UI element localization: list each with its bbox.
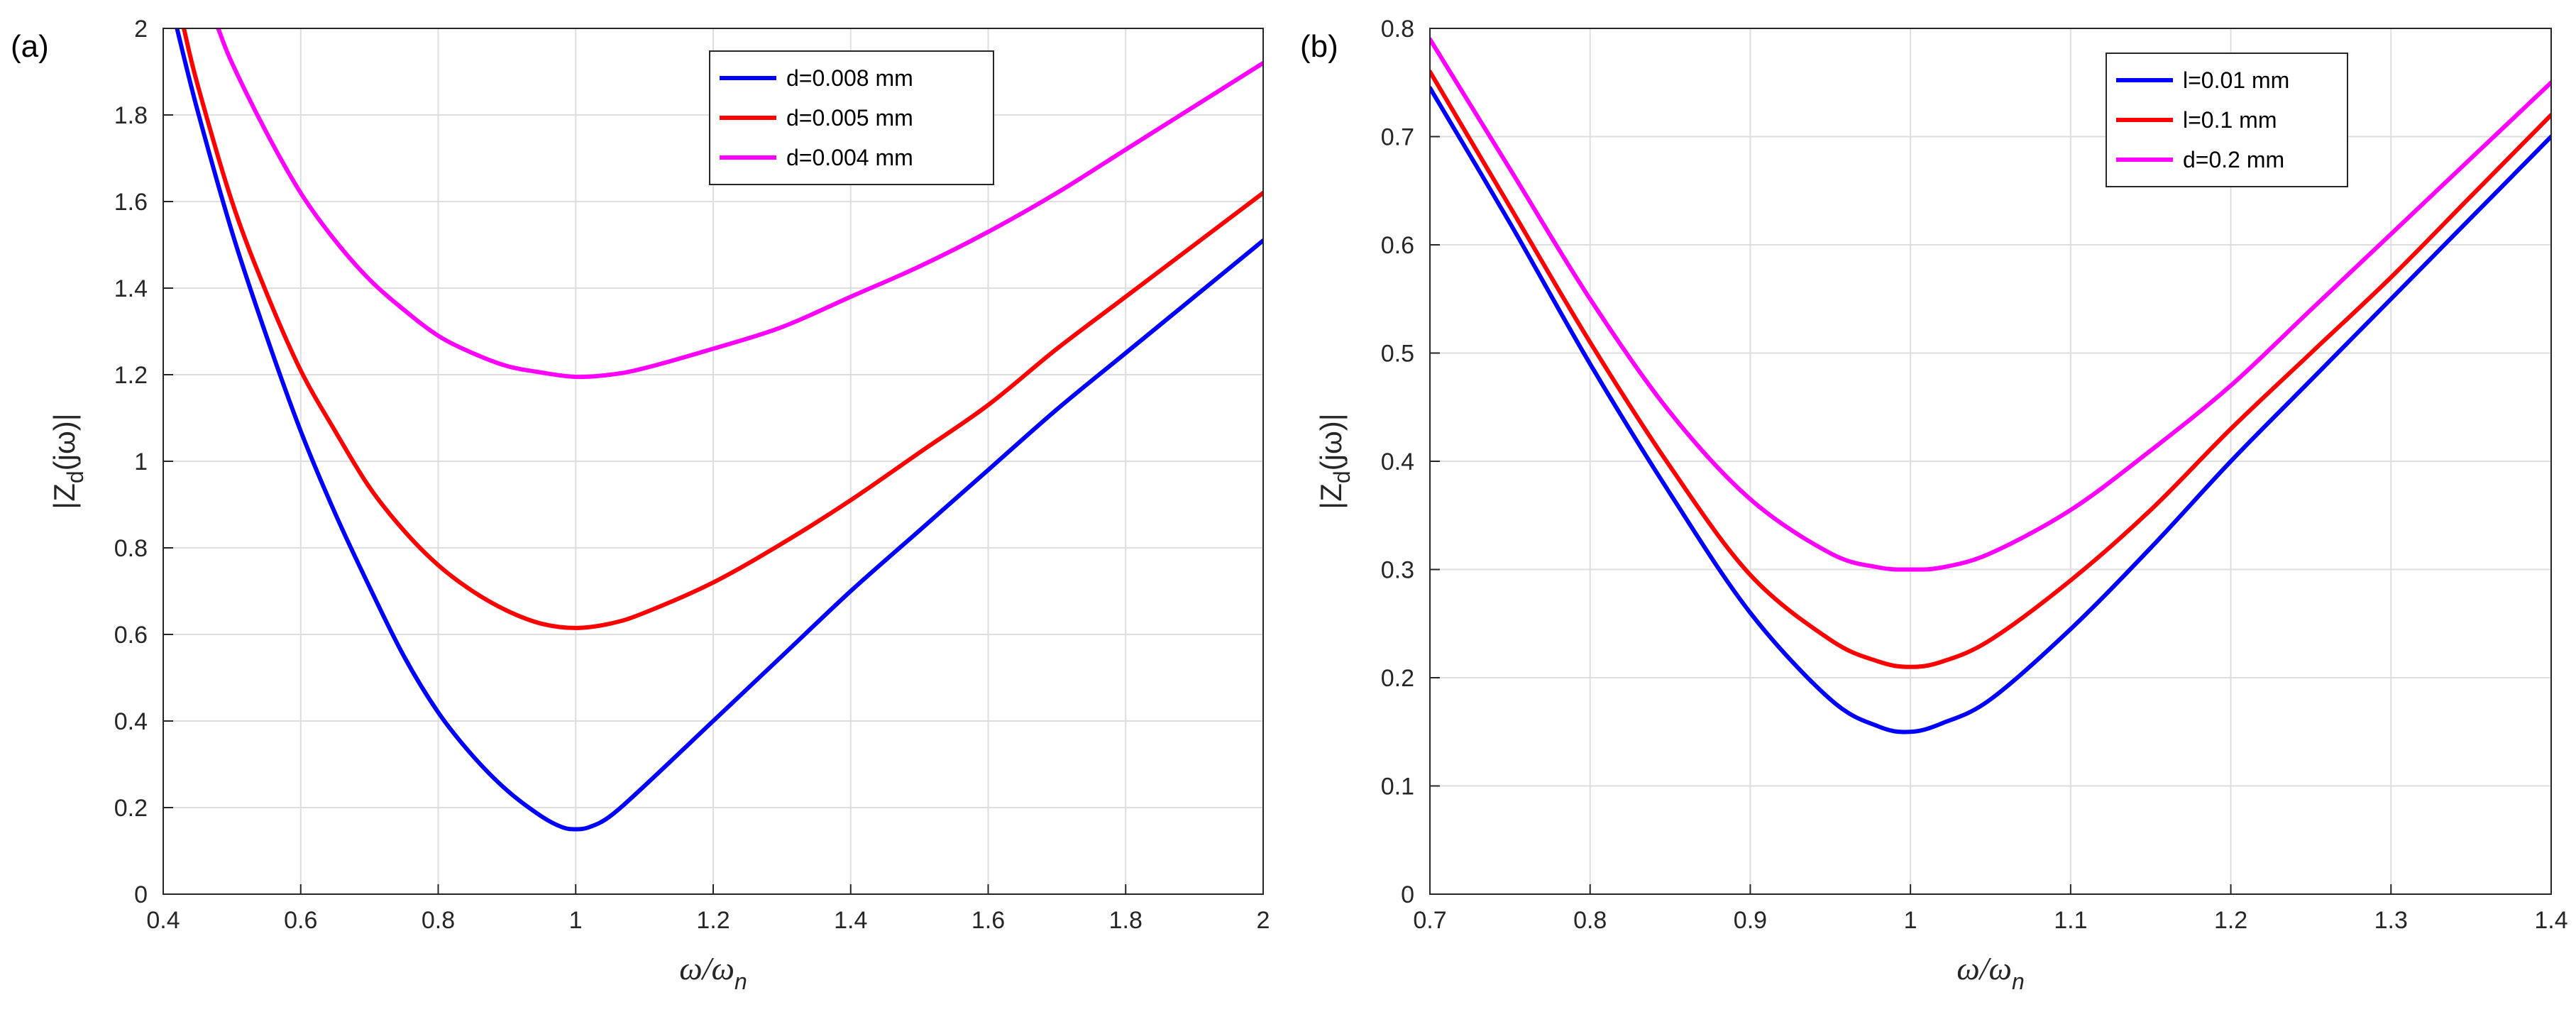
y-axis-label: |Zd(jω)| (1314, 413, 1355, 509)
legend: d=0.008 mm d=0.005 mm d=0.004 mm (709, 50, 994, 185)
y-tick-label: 0.7 (1381, 124, 1414, 151)
x-tick-label: 1 (1904, 907, 1917, 934)
series-lines (1430, 37, 2551, 734)
x-tick-label: 1.4 (834, 907, 867, 934)
series-lines (175, 28, 1263, 832)
legend-entry: d=0.005 mm (786, 105, 913, 131)
x-tick-label: 0.8 (1573, 907, 1607, 934)
y-tick-label: 0.4 (114, 708, 148, 735)
series-line (182, 28, 1263, 630)
x-axis-label: ω/ωn (679, 950, 747, 994)
panel-label: (b) (1300, 29, 1338, 64)
legend-entry: l=0.01 mm (2183, 67, 2289, 93)
chart-panel-b: 0.7 0.8 0.9 1 1.1 1.2 1.3 1.4 00.10.20.30.40.50… (1300, 16, 2568, 994)
axes-frame (1429, 28, 2552, 895)
series-line (216, 28, 1263, 380)
x-tick-label: 1.3 (2374, 907, 2408, 934)
x-tick-label: 1.2 (2214, 907, 2247, 934)
chart-panel-a: 0.4 0.6 0.8 1 1.2 1.4 1.6 1.8 2 0 0.2 0.4 0.6 0.8 1 1.… (11, 16, 1270, 994)
x-tick-label: 2 (1257, 907, 1270, 934)
legend-entry: l=0.1 mm (2183, 107, 2277, 133)
y-tick-label: 0.2 (1381, 665, 1414, 692)
x-tick-label: 1.2 (696, 907, 730, 934)
series-line (1430, 70, 2551, 669)
legend-entry: d=0.008 mm (786, 65, 913, 91)
x-tick-label: 0.7 (1413, 907, 1446, 934)
y-tick-label: 0.8 (1381, 16, 1414, 43)
y-tick-label: 1 (134, 449, 148, 475)
y-tick-label: 1.4 (114, 275, 148, 302)
y-tick-label: 0.8 (114, 535, 148, 562)
y-tick-label: 0.1 (1381, 774, 1414, 800)
y-tick-label: 2 (134, 16, 148, 43)
series-line (175, 28, 1263, 832)
legend: l=0.01 mm l=0.1 mm d=0.2 mm (2106, 53, 2348, 187)
panel-label: (a) (11, 29, 49, 64)
y-tick-label: 0.2 (114, 795, 148, 822)
x-tick-label: 1.1 (2054, 907, 2087, 934)
x-tick-label: 1 (569, 907, 583, 934)
x-tick-labels: 0.4 0.6 0.8 1 1.2 1.4 1.6 1.8 2 (146, 907, 1270, 934)
x-tick-label: 0.4 (146, 907, 180, 934)
y-tick-labels: 0 0.2 0.4 0.6 0.8 1 1.2 1.4 1.6 1.8 2 (114, 16, 148, 908)
y-tick-label: 0.5 (1381, 341, 1414, 368)
y-tick-label: 0 (134, 881, 148, 908)
x-tick-labels: 0.7 0.8 0.9 1 1.1 1.2 1.3 1.4 (1413, 907, 2567, 934)
series-line (1430, 37, 2551, 572)
y-tick-label: 1.6 (114, 189, 148, 216)
y-tick-label: 0.4 (1381, 449, 1414, 475)
axes-frame (163, 28, 1264, 895)
x-axis-label: ω/ωn (1956, 950, 2025, 994)
y-tick-label: 0.6 (114, 622, 148, 649)
y-tick-label: 0.6 (1381, 232, 1414, 259)
y-tick-label: 1.2 (114, 362, 148, 389)
y-tick-labels: 0 0.1 0.2 0.3 0.4 0.5 0.6 0.7 0.8 (1381, 16, 1414, 908)
x-tick-label: 1.4 (2534, 907, 2567, 934)
x-tick-label: 1.8 (1109, 907, 1143, 934)
x-tick-label: 0.9 (1734, 907, 1767, 934)
legend-entry: d=0.2 mm (2183, 147, 2284, 172)
y-tick-label: 0.3 (1381, 557, 1414, 584)
legend-entry: d=0.004 mm (786, 145, 913, 170)
y-axis-label: |Zd(jω)| (48, 413, 88, 509)
series-line (1430, 85, 2551, 734)
x-tick-label: 1.6 (971, 907, 1005, 934)
y-tick-label: 1.8 (114, 102, 148, 129)
x-tick-label: 0.6 (284, 907, 317, 934)
x-tick-label: 0.8 (422, 907, 455, 934)
y-tick-label: 0 (1401, 881, 1414, 908)
